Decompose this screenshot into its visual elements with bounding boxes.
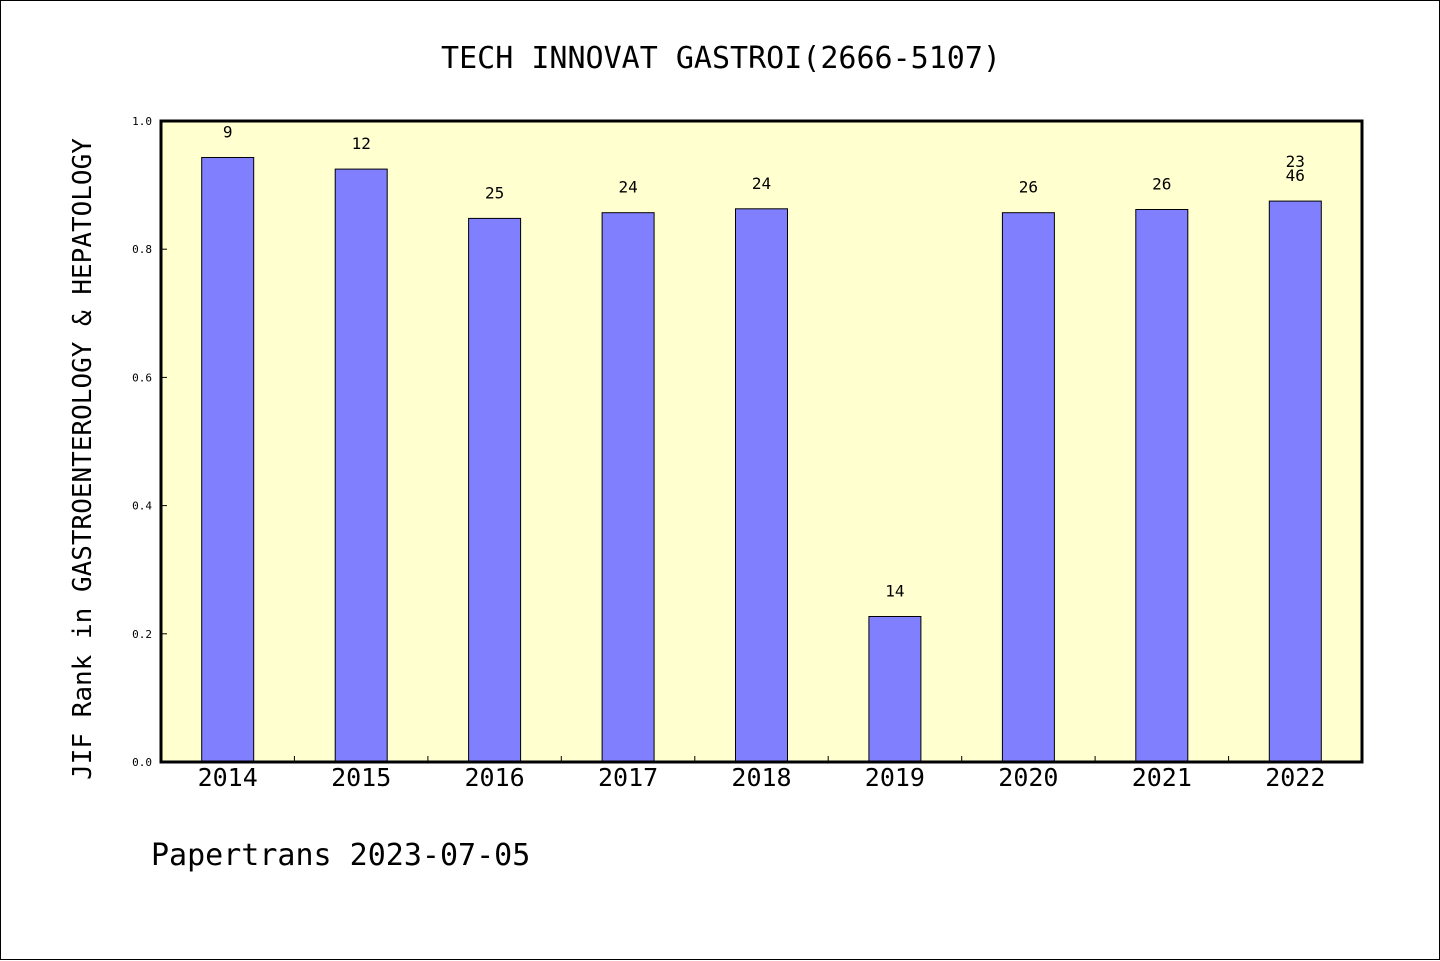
x-tick-label-2019: 2019 bbox=[865, 763, 925, 792]
x-tick-label-2014: 2014 bbox=[198, 763, 258, 792]
data-label-2014: 9 bbox=[223, 123, 233, 142]
data-label-2016: 25 bbox=[485, 183, 504, 202]
x-tick-label-2018: 2018 bbox=[731, 763, 791, 792]
x-tick-label-2017: 2017 bbox=[598, 763, 658, 792]
x-ticks-group: 2014 2015 2016 2017 2018 2019 2020 2021 2022 bbox=[198, 756, 1325, 792]
data-label-2015: 12 bbox=[352, 134, 371, 153]
y-axis-label: JIF Rank in GASTROENTEROLOGY & HEPATOLOG… bbox=[68, 138, 98, 780]
y-tick-label-1.0: 1.0 bbox=[132, 115, 152, 128]
y-tick-label-0.2: 0.2 bbox=[132, 628, 152, 641]
y-ticks-group: 0.0 0.2 0.4 0.6 0.8 1.0 bbox=[132, 115, 167, 769]
y-tick-label-0.6: 0.6 bbox=[132, 371, 152, 384]
data-label-2018: 24 bbox=[752, 174, 771, 193]
x-tick-label-2020: 2020 bbox=[998, 763, 1058, 792]
x-tick-label-2015: 2015 bbox=[331, 763, 391, 792]
bar-2020 bbox=[1001, 212, 1055, 763]
data-label-2022-1: 23 bbox=[1286, 152, 1305, 171]
bars-group bbox=[201, 157, 1322, 763]
bar-2014 bbox=[201, 157, 255, 763]
x-tick-label-2021: 2021 bbox=[1132, 763, 1192, 792]
x-tick-label-2016: 2016 bbox=[464, 763, 524, 792]
footer-text: Papertrans 2023-07-05 bbox=[151, 838, 530, 873]
data-label-2021: 26 bbox=[1152, 175, 1171, 194]
chart-title: TECH INNOVAT GASTROI(2666-5107) bbox=[441, 41, 1001, 76]
bar-2016 bbox=[468, 217, 522, 763]
bar-2018 bbox=[735, 208, 788, 763]
bar-2021 bbox=[1135, 209, 1189, 763]
bar-2019 bbox=[868, 616, 922, 763]
data-label-2022-2: 46 bbox=[1286, 166, 1305, 185]
bar-2015 bbox=[334, 168, 388, 763]
data-label-2020: 26 bbox=[1019, 178, 1038, 197]
x-tick-label-2022: 2022 bbox=[1265, 763, 1325, 792]
y-tick-label-0.0: 0.0 bbox=[132, 756, 152, 769]
bar-2022 bbox=[1268, 200, 1322, 763]
data-label-2019: 14 bbox=[885, 582, 904, 601]
y-tick-label-0.8: 0.8 bbox=[132, 243, 152, 256]
data-label-2017: 24 bbox=[618, 178, 637, 197]
plot-border bbox=[159, 119, 1364, 764]
bar-2017 bbox=[601, 212, 655, 763]
y-tick-label-0.4: 0.4 bbox=[132, 500, 152, 513]
